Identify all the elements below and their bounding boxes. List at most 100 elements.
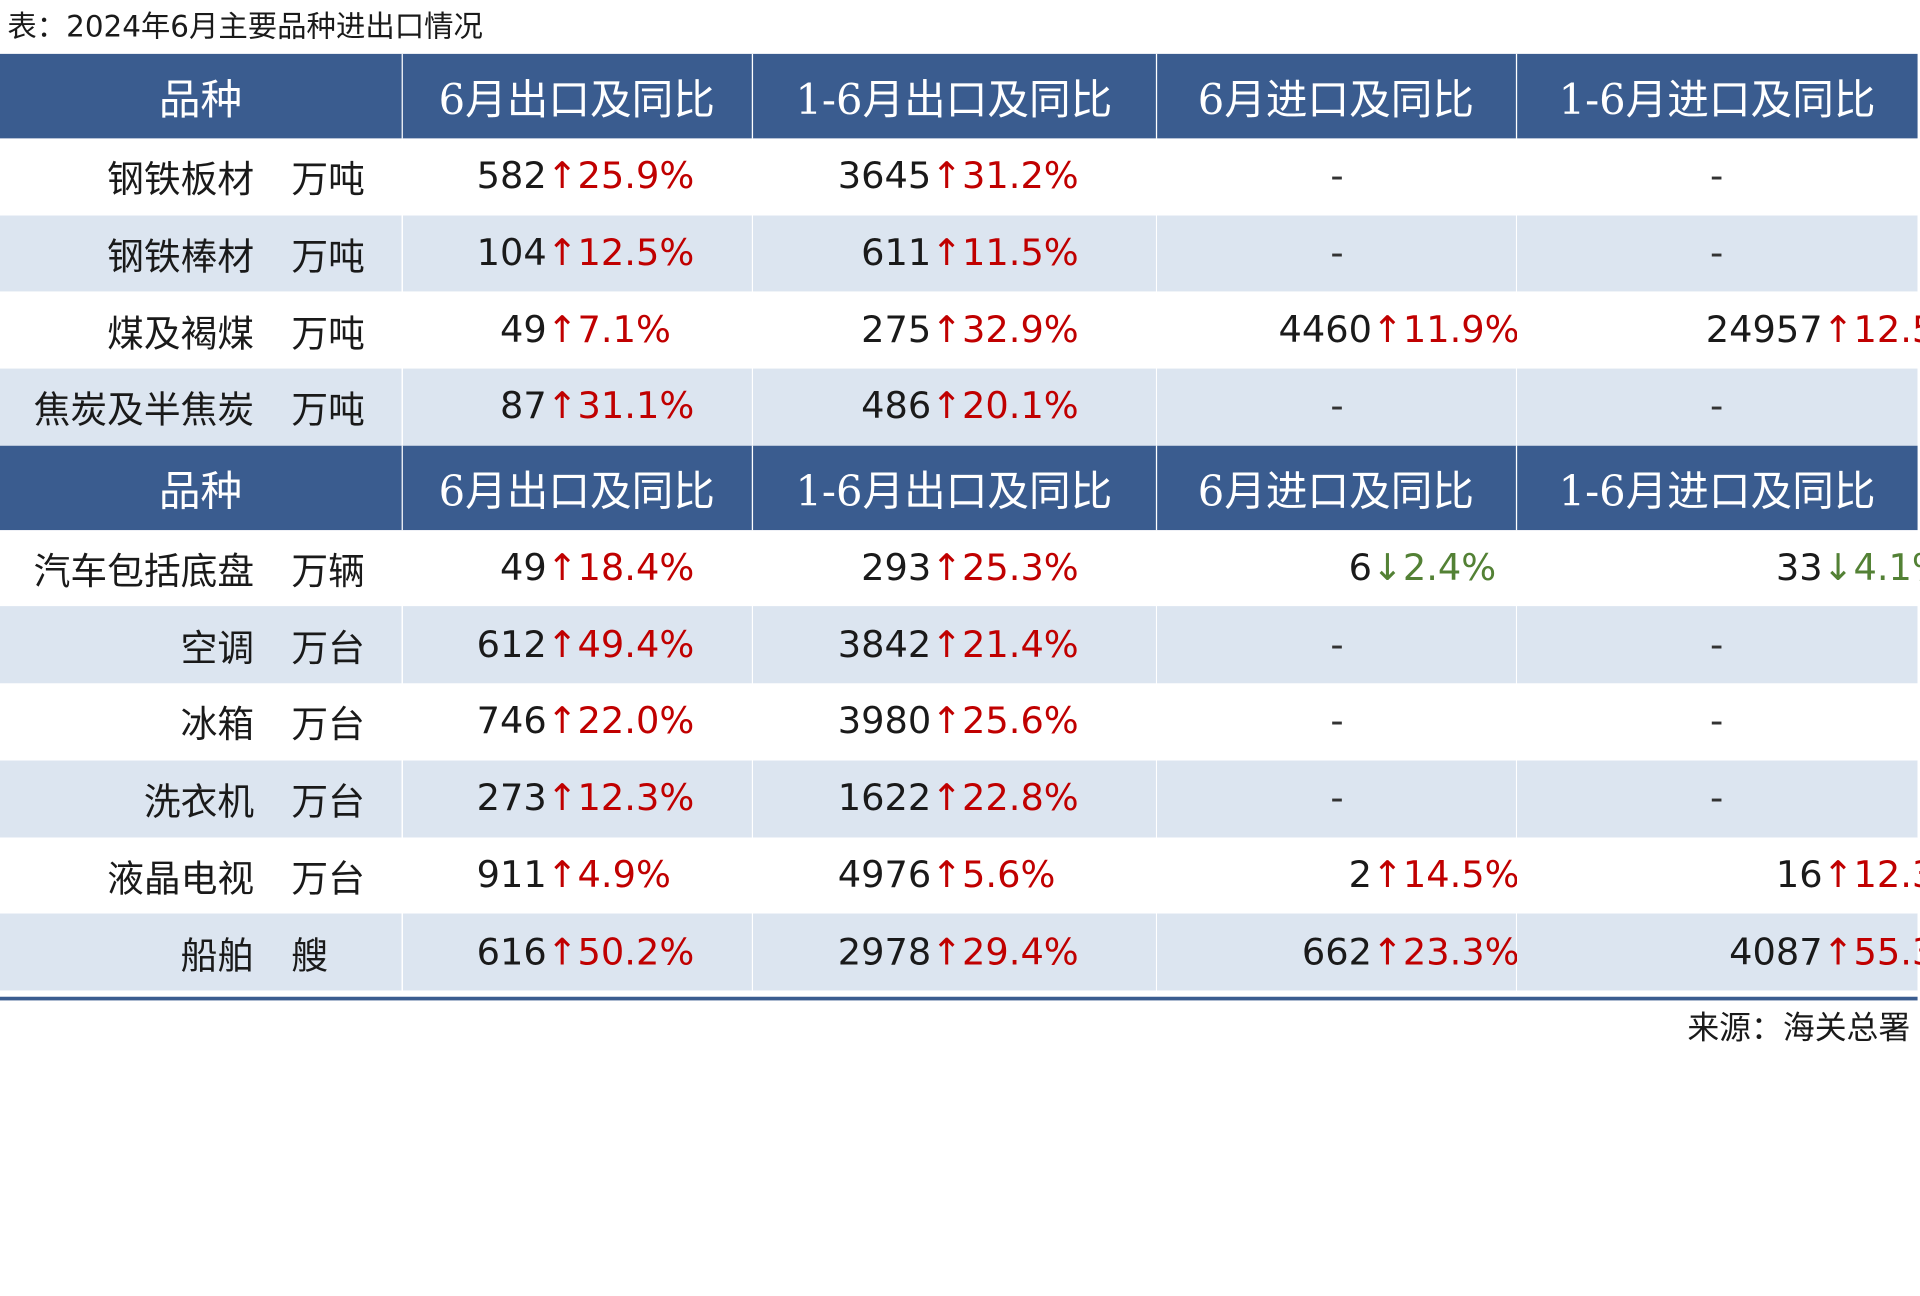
table-title: 表：2024年6月主要品种进出口情况 [7, 9, 483, 45]
product-cell: 钢铁板材 万吨 [0, 138, 403, 216]
imp-ytd-cell: - [1515, 606, 1918, 684]
bottom-rule [0, 996, 1918, 1001]
exp-m-cell: 616↑50.2% [401, 913, 753, 991]
arrow-up-icon: ↑ [546, 623, 578, 667]
column-header: 1-6月进口及同比 [1515, 445, 1918, 530]
header-row: 品种 6月出口及同比 1-6月出口及同比 6月进口及同比 1-6月进口及同比 [0, 445, 1918, 530]
arrow-up-icon: ↑ [931, 546, 963, 590]
value-number: 2978 [837, 930, 932, 974]
value-number: 746 [476, 700, 547, 744]
empty-value: - [1710, 232, 1724, 275]
empty-value: - [1710, 700, 1724, 744]
arrow-down-icon: ↓ [1372, 546, 1403, 590]
empty-value: - [1330, 232, 1344, 275]
arrow-up-icon: ↑ [546, 546, 578, 590]
value-number: 16 [1775, 853, 1823, 897]
product-name: 冰箱 [180, 704, 255, 748]
yoy-percent: 22.0% [577, 700, 695, 744]
exp-m-cell: 49↑7.1% [401, 291, 753, 369]
imp-ytd-cell: - [1515, 368, 1918, 446]
product-name: 焦炭及半焦炭 [33, 389, 255, 433]
imp-ytd-cell: 33↓4.1% [1515, 529, 1920, 607]
imp-ytd-cell: 24957↑12.5% [1515, 291, 1920, 369]
yoy-percent: 22.8% [962, 777, 1079, 820]
value-number: 24957 [1705, 308, 1823, 352]
value-number: 33 [1775, 546, 1823, 590]
yoy-percent: 21.4% [962, 623, 1079, 667]
yoy-percent: 25.9% [577, 155, 695, 199]
arrow-up-icon: ↑ [1822, 930, 1854, 974]
column-header: 品种 [0, 53, 403, 139]
arrow-up-icon: ↑ [931, 853, 963, 897]
exp-m-cell: 582↑25.9% [401, 138, 753, 216]
arrow-up-icon: ↑ [1822, 853, 1854, 897]
value-number: 662 [1301, 930, 1373, 974]
empty-value: - [1710, 155, 1724, 199]
exp-ytd-cell: 486↑20.1% [751, 368, 1157, 446]
product-name: 汽车包括底盘 [33, 551, 255, 594]
arrow-up-icon: ↑ [931, 232, 963, 275]
table-body: 品种 6月出口及同比 1-6月出口及同比 6月进口及同比 1-6月进口及同比 钢铁板材 万吨… [0, 53, 1920, 991]
yoy-percent: 50.2% [577, 930, 695, 974]
exp-m-cell: 746↑22.0% [401, 683, 753, 761]
yoy-percent: 31.2% [962, 155, 1079, 199]
yoy-percent: 18.4% [577, 546, 695, 590]
arrow-up-icon: ↑ [1372, 853, 1403, 897]
imp-m-cell: - [1155, 138, 1517, 216]
value-number: 4460 [1278, 308, 1373, 352]
arrow-up-icon: ↑ [931, 777, 963, 820]
arrow-up-icon: ↑ [546, 700, 578, 744]
value-number: 1622 [837, 777, 932, 820]
yoy-percent: 11.5% [962, 232, 1079, 275]
product-cell: 焦炭及半焦炭 万吨 [0, 368, 403, 446]
product-cell: 汽车包括底盘 万辆 [0, 529, 403, 607]
product-name: 船舶 [180, 934, 255, 978]
product-unit: 万辆 [291, 551, 365, 594]
empty-value: - [1710, 385, 1724, 429]
product-cell: 船舶艘 [0, 913, 403, 991]
table-row: 洗衣机 万台 273↑12.3% 1622↑22.8% - - [0, 760, 1918, 837]
arrow-up-icon: ↑ [1822, 308, 1854, 352]
product-unit: 万吨 [291, 236, 365, 280]
value-number: 612 [476, 623, 547, 667]
value-number: 4087 [1729, 930, 1823, 974]
yoy-percent: 29.4% [962, 930, 1079, 974]
imp-m-cell: - [1155, 368, 1517, 446]
yoy-percent: 7.1% [577, 308, 671, 352]
table-row: 煤及褐煤 万吨 49↑7.1% 275↑32.9% 4460↑11.9% 24957↑12… [0, 291, 1920, 369]
arrow-up-icon: ↑ [931, 155, 963, 199]
value-number: 6 [1348, 546, 1373, 590]
yoy-percent: 32.9% [962, 308, 1079, 352]
value-number: 49 [499, 308, 547, 352]
arrow-up-icon: ↑ [931, 623, 963, 667]
column-header: 6月出口及同比 [401, 53, 753, 139]
product-cell: 液晶电视 万台 [0, 836, 403, 914]
exp-m-cell: 273↑12.3% [401, 760, 753, 837]
imp-ytd-cell: - [1515, 215, 1918, 292]
empty-value: - [1330, 155, 1344, 199]
arrow-up-icon: ↑ [546, 232, 578, 275]
value-number: 486 [861, 385, 932, 429]
exp-ytd-cell: 2978↑29.4% [751, 913, 1157, 991]
imp-m-cell: - [1155, 683, 1517, 761]
arrow-up-icon: ↑ [546, 777, 578, 820]
yoy-percent: 4.1% [1853, 546, 1920, 590]
yoy-percent: 55.3% [1853, 930, 1920, 974]
exp-ytd-cell: 4976↑5.6% [751, 836, 1157, 914]
imp-ytd-cell: 16↑12.3% [1515, 836, 1920, 914]
imp-m-cell: 662↑23.3% [1155, 913, 1520, 991]
product-name: 空调 [180, 627, 255, 671]
arrow-up-icon: ↑ [931, 385, 963, 429]
product-cell: 空调 万台 [0, 606, 403, 684]
yoy-percent: 12.5% [1853, 308, 1920, 352]
column-header: 6月进口及同比 [1155, 53, 1517, 139]
product-unit: 万台 [291, 627, 365, 671]
value-number: 3980 [837, 700, 932, 744]
arrow-up-icon: ↑ [546, 308, 578, 352]
product-name: 钢铁板材 [107, 159, 255, 203]
value-number: 275 [861, 308, 932, 352]
exp-m-cell: 87↑31.1% [401, 368, 753, 446]
column-header: 1-6月出口及同比 [751, 53, 1157, 139]
